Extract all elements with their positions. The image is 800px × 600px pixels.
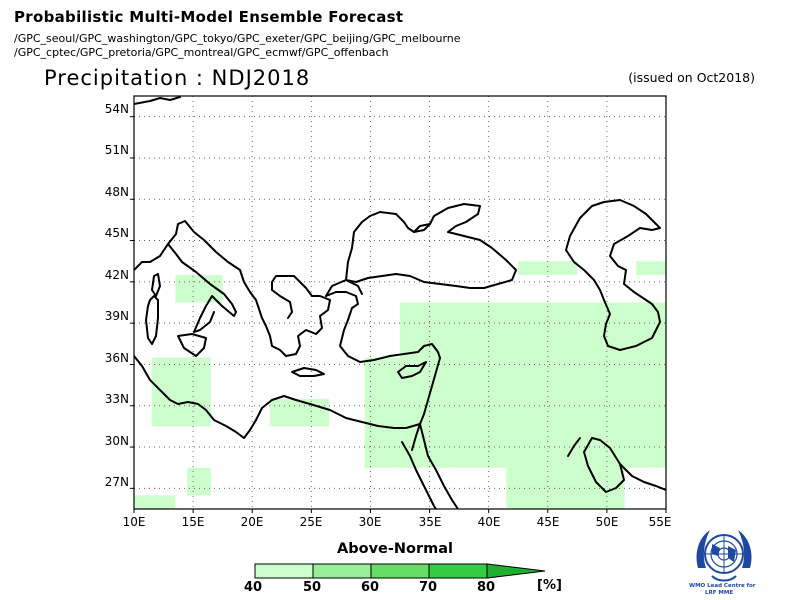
coast-cyrenaica-egypt <box>255 395 421 429</box>
lon-label: 50E <box>596 515 619 529</box>
coast-arabia-gulf <box>567 437 581 457</box>
lat-label: 45N <box>105 226 129 240</box>
lon-label: 45E <box>537 515 560 529</box>
coast-caspian <box>565 199 661 351</box>
lat-label: 27N <box>105 475 129 489</box>
lon-label: 10E <box>123 515 146 529</box>
shaded-cell <box>269 398 330 427</box>
lon-label: 20E <box>241 515 264 529</box>
coast-north-europe <box>134 96 181 105</box>
colorbar-label: 60 <box>361 580 380 595</box>
coast-black-sea <box>345 203 517 289</box>
lon-label: 35E <box>419 515 442 529</box>
logo-text-line-1: WMO Lead Centre for <box>689 583 756 589</box>
coast-greece <box>265 275 331 357</box>
shaded-cell <box>400 302 666 358</box>
shaded-cell <box>134 495 176 509</box>
colorbar-label: 40 <box>244 580 263 595</box>
coast-red-sea-east <box>419 423 459 509</box>
lat-label: 36N <box>105 351 129 365</box>
coast-italy-west <box>167 243 237 333</box>
variable-title: Precipitation : NDJ2018 <box>44 66 311 90</box>
coast-corsica <box>151 273 161 297</box>
shaded-cell <box>187 467 211 496</box>
lat-label: 51N <box>105 143 129 157</box>
colorbar-title: Above-Normal <box>337 541 453 557</box>
wmo-logo-icon <box>696 530 752 582</box>
longitude-labels: 10E 15E 20E 25E 30E 35E 40E 45E 50E 55E <box>123 515 672 529</box>
lat-label: 39N <box>105 309 129 323</box>
lat-label: 48N <box>105 185 129 199</box>
coast-gulf-aqaba <box>411 423 421 451</box>
coast-cyprus <box>397 361 427 379</box>
lat-label: 54N <box>105 102 129 116</box>
issued-date: (issued on Oct2018) <box>628 70 755 85</box>
lon-label: 25E <box>300 515 323 529</box>
colorbar-label: 70 <box>419 580 438 595</box>
graticule <box>134 96 666 509</box>
sources-line-2: /GPC_cptec/GPC_pretoria/GPC_montreal/GPC… <box>14 46 389 59</box>
coast-sicily <box>177 333 207 357</box>
coast-red-sea-west <box>401 441 437 509</box>
figure-title: Probabilistic Multi-Model Ensemble Forec… <box>14 8 404 26</box>
coast-sardinia <box>145 295 159 345</box>
coast-persian-gulf-east <box>619 463 666 491</box>
shaded-cell <box>636 261 666 275</box>
coast-levant <box>419 357 441 425</box>
map-frame <box>133 95 667 510</box>
latitude-labels: 54N 51N 48N 45N 42N 39N 36N 33N 30N 27N <box>105 102 129 489</box>
lon-label: 15E <box>182 515 205 529</box>
logo-text-line-2: LRF MME <box>705 590 734 596</box>
sources-line-1: /GPC_seoul/GPC_washington/GPC_tokyo/GPC_… <box>14 32 461 45</box>
colorbar-unit: [%] <box>537 578 562 593</box>
lat-label: 42N <box>105 268 129 282</box>
shaded-cell <box>364 357 666 468</box>
lon-label: 40E <box>478 515 501 529</box>
coast-crimea <box>413 223 431 233</box>
coast-turkey <box>325 291 441 363</box>
colorbar-bin-60-70 <box>370 563 430 579</box>
coastlines <box>134 96 666 509</box>
lat-label: 30N <box>105 434 129 448</box>
coast-italy-adriatic <box>134 220 267 327</box>
colorbar-bin-50-60 <box>312 563 372 579</box>
colorbar-bin-40-50 <box>254 563 314 579</box>
above-normal-shading <box>134 261 666 509</box>
colorbar-bin-over-80 <box>486 563 546 579</box>
shaded-cell <box>518 261 578 275</box>
colorbar-bin-70-80 <box>428 563 488 579</box>
coast-gulf-sirte <box>243 419 257 439</box>
lat-label: 33N <box>105 392 129 406</box>
colorbar-label: 80 <box>477 580 496 595</box>
colorbar-label: 50 <box>303 580 322 595</box>
lon-label: 55E <box>649 515 672 529</box>
axis-ticks <box>130 116 667 513</box>
coast-libya-egypt <box>134 355 245 439</box>
colorbar <box>254 563 546 579</box>
lon-label: 30E <box>359 515 382 529</box>
coast-persian-gulf <box>583 437 625 493</box>
coast-crete <box>291 367 325 377</box>
